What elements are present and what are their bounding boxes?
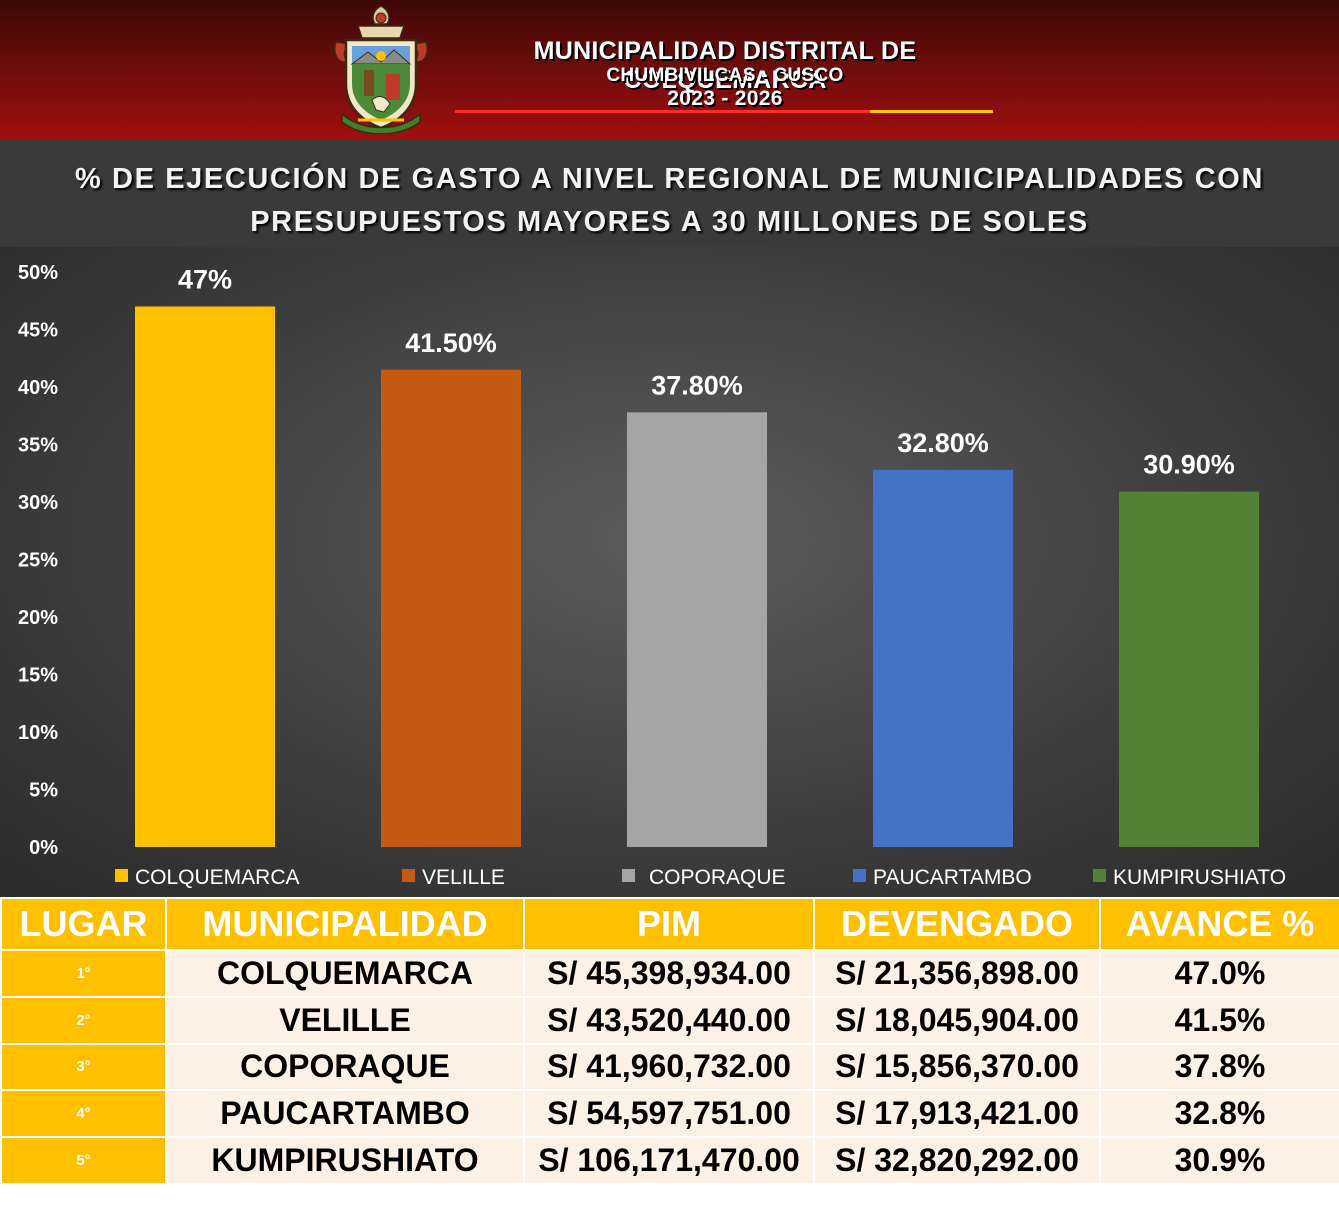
pim-cell: S/ 45,398,934.00 <box>523 949 815 998</box>
header-devengado: DEVENGADO <box>813 897 1101 951</box>
legend-label: VELILLE <box>422 866 505 889</box>
municipality-cell: VELILLE <box>165 995 525 1045</box>
crest-feathers <box>372 5 390 25</box>
rank-cell: 5° <box>0 1136 167 1185</box>
avance-cell: 41.5% <box>1099 995 1339 1045</box>
legend-swatch <box>622 869 635 882</box>
y-tick-label: 15% <box>18 665 58 687</box>
header-avance: AVANCE % <box>1099 897 1339 951</box>
table-header-row: LUGAR MUNICIPALIDAD PIM DEVENGADO AVANCE… <box>0 897 1339 951</box>
y-tick-label: 40% <box>18 377 58 399</box>
rank-cell: 2° <box>0 995 167 1045</box>
legend-label: COLQUEMARCA <box>135 866 300 889</box>
y-tick-label: 45% <box>18 320 58 342</box>
avance-cell: 47.0% <box>1099 949 1339 998</box>
legend-swatch <box>402 869 415 882</box>
devengado-cell: S/ 21,356,898.00 <box>813 949 1101 998</box>
table-row: 3° COPORAQUE S/ 41,960,732.00 S/ 15,856,… <box>0 1042 1339 1092</box>
y-tick-label: 25% <box>18 550 58 572</box>
data-label: 37.80% <box>651 370 743 400</box>
pim-cell: S/ 106,171,470.00 <box>523 1136 815 1185</box>
avance-cell: 37.8% <box>1099 1042 1339 1092</box>
header-subtitle: CHUMBIVILCAS - CUSCO <box>606 65 844 86</box>
pim-cell: S/ 54,597,751.00 <box>523 1089 815 1139</box>
municipality-cell: COLQUEMARCA <box>165 949 525 998</box>
table-row: 2° VELILLE S/ 43,520,440.00 S/ 18,045,90… <box>0 995 1339 1045</box>
municipality-cell: PAUCARTAMBO <box>165 1089 525 1139</box>
chart-title: % DE EJECUCIÓN DE GASTO A NIVEL REGIONAL… <box>75 163 1264 238</box>
header-divider-gold <box>870 110 993 113</box>
municipal-crest-logo <box>334 5 428 134</box>
municipality-cell: KUMPIRUSHIATO <box>165 1136 525 1185</box>
bar-chart: 0% 5% 10% 15% 20% 25% 30% 35% 40% 45% 50% 47% 41.50%… <box>18 262 1286 889</box>
header-divider-red <box>455 110 870 113</box>
rank-cell: 3° <box>0 1042 167 1092</box>
legend-label: KUMPIRUSHIATO <box>1113 866 1286 889</box>
avance-cell: 32.8% <box>1099 1089 1339 1139</box>
table-row: 4° PAUCARTAMBO S/ 54,597,751.00 S/ 17,91… <box>0 1089 1339 1139</box>
devengado-cell: S/ 18,045,904.00 <box>813 995 1101 1045</box>
devengado-cell: S/ 15,856,370.00 <box>813 1042 1101 1092</box>
y-tick-label: 35% <box>18 435 58 457</box>
budget-table: LUGAR MUNICIPALIDAD PIM DEVENGADO AVANCE… <box>0 897 1339 1185</box>
header-banner: MUNICIPALIDAD DISTRITAL DE COLQUEMARCA C… <box>0 0 1339 140</box>
header-title: MUNICIPALIDAD DISTRITAL DE COLQUEMARCA <box>533 37 917 94</box>
y-tick-label: 20% <box>18 607 58 629</box>
legend-swatch <box>115 869 128 882</box>
data-label: 41.50% <box>405 328 497 358</box>
rank-cell: 1° <box>0 949 167 998</box>
y-tick-label: 30% <box>18 492 58 514</box>
y-tick-label: 50% <box>18 262 58 284</box>
municipality-cell: COPORAQUE <box>165 1042 525 1092</box>
bar <box>135 306 275 847</box>
bar <box>627 412 767 847</box>
devengado-cell: S/ 17,913,421.00 <box>813 1089 1101 1139</box>
data-label: 47% <box>178 265 232 295</box>
y-tick-label: 10% <box>18 722 58 744</box>
header-lugar: LUGAR <box>0 897 167 951</box>
table-row: 1° COLQUEMARCA S/ 45,398,934.00 S/ 21,35… <box>0 949 1339 998</box>
avance-cell: 30.9% <box>1099 1136 1339 1185</box>
devengado-cell: S/ 32,820,292.00 <box>813 1136 1101 1185</box>
bar <box>381 369 521 847</box>
legend-swatch <box>1093 869 1106 882</box>
legend-label: PAUCARTAMBO <box>873 866 1032 889</box>
header-pim: PIM <box>523 897 815 951</box>
data-label: 32.80% <box>897 428 989 458</box>
data-label: 30.90% <box>1143 450 1235 480</box>
bar <box>873 469 1013 847</box>
bar <box>1119 491 1259 847</box>
y-tick-label: 5% <box>29 780 58 802</box>
rank-cell: 4° <box>0 1089 167 1139</box>
legend-swatch <box>853 869 866 882</box>
y-tick-label: 0% <box>29 837 58 859</box>
header-municipalidad: MUNICIPALIDAD <box>165 897 525 951</box>
chart-title-bar <box>0 140 1339 247</box>
pim-cell: S/ 41,960,732.00 <box>523 1042 815 1092</box>
legend-label: COPORAQUE <box>649 866 786 889</box>
pim-cell: S/ 43,520,440.00 <box>523 995 815 1045</box>
header-period: 2023 - 2026 <box>667 87 783 110</box>
table-row: 5° KUMPIRUSHIATO S/ 106,171,470.00 S/ 32… <box>0 1136 1339 1185</box>
